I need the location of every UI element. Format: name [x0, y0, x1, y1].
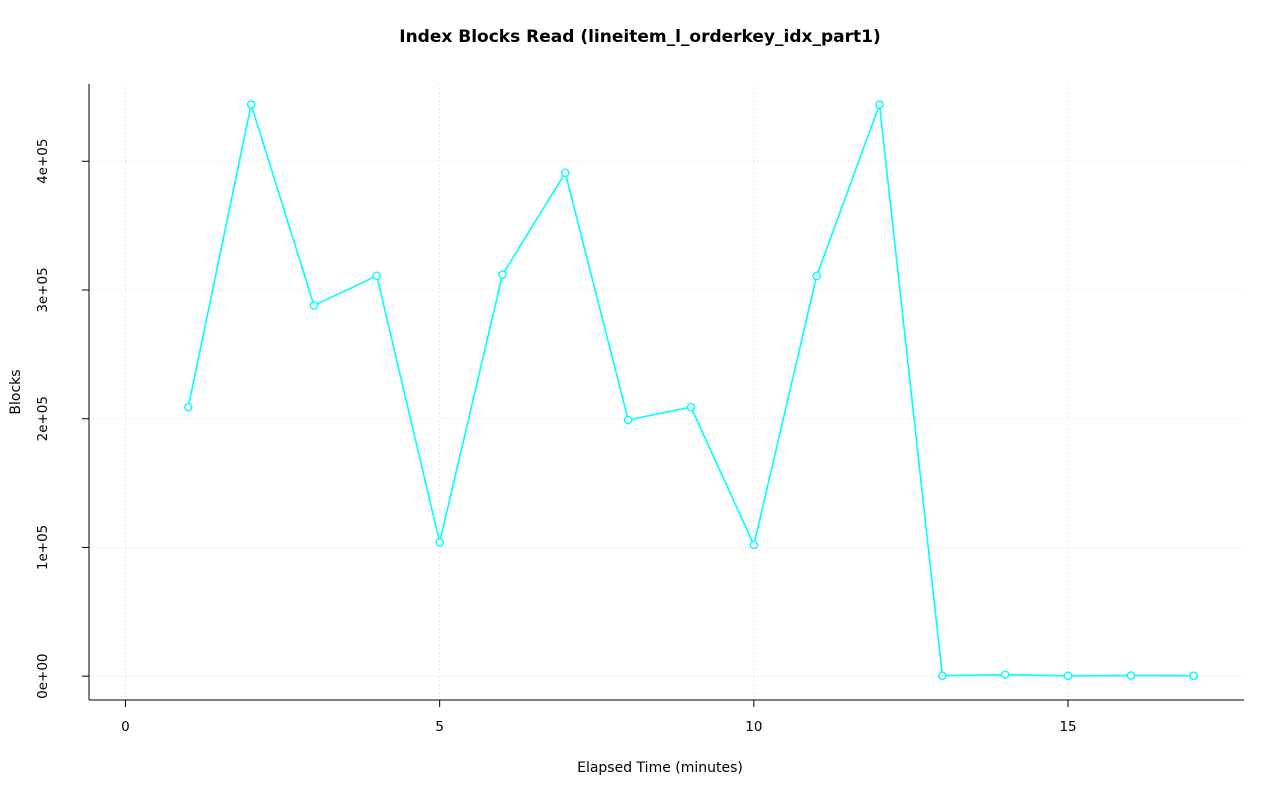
y-axis-label: Blocks: [8, 369, 24, 414]
data-point-marker: [1126, 671, 1136, 680]
data-point-marker: [246, 100, 256, 109]
data-point-marker: [1000, 670, 1010, 679]
y-tick-label: 4e+05: [35, 139, 51, 184]
data-point-marker: [435, 537, 444, 547]
data-point-marker: [938, 671, 947, 680]
data-series: [183, 100, 1199, 681]
x-tick-label: 0: [121, 719, 130, 735]
data-point-marker: [1063, 671, 1073, 681]
chart-title: Index Blocks Read (lineitem_l_orderkey_i…: [399, 27, 880, 47]
data-point-marker: [1189, 671, 1199, 680]
data-point-marker: [623, 415, 633, 425]
data-point-marker: [309, 301, 319, 310]
x-tick-label: 10: [745, 719, 762, 735]
y-tick-label: 0e+00: [35, 653, 51, 698]
data-point-marker: [498, 270, 507, 279]
y-tick-label: 2e+05: [35, 396, 51, 441]
y-tick-label: 1e+05: [35, 525, 51, 570]
data-point-marker: [561, 168, 570, 178]
data-point-marker: [749, 540, 759, 550]
y-tick-label: 3e+05: [35, 267, 51, 312]
data-point-marker: [812, 271, 821, 281]
grid-lines: [89, 84, 1244, 700]
x-tick-label: 15: [1059, 719, 1076, 735]
series-line: [187, 103, 1195, 677]
x-axis-label: Elapsed Time (minutes): [577, 760, 743, 776]
data-point-marker: [875, 100, 884, 109]
data-point-marker: [183, 402, 193, 412]
x-tick-label: 5: [435, 719, 444, 735]
data-point-marker: [686, 402, 696, 412]
data-point-marker: [372, 271, 382, 281]
axes: 0 5 10 15 0e+00 1e+05 2e+05 3e+05 4e+05: [35, 84, 1244, 735]
